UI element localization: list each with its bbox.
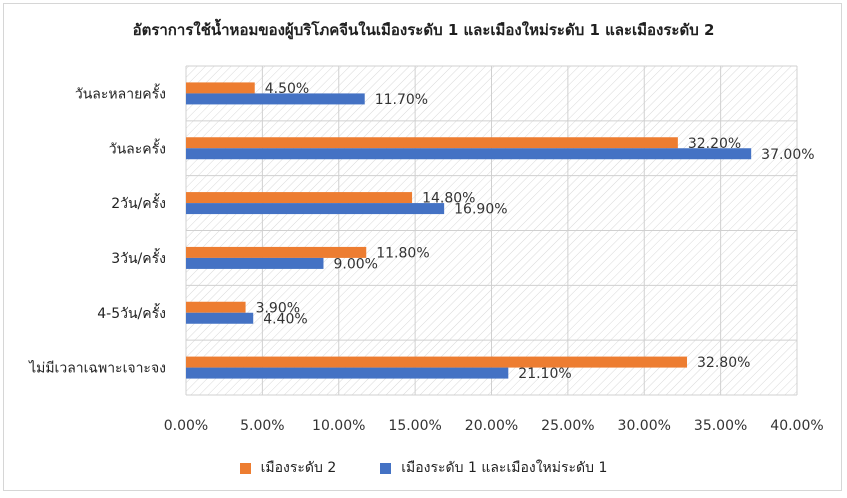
x-tick-label: 5.00% [240,418,284,434]
bar-tier2 [186,246,367,258]
category-label: 4-5วัน/ครั้ง [97,303,166,322]
data-label: 32.20% [688,136,741,152]
category-label: วันละหลายครั้ง [75,83,166,102]
x-tick-label: 35.00% [694,418,747,434]
chart-title: อัตราการใช้น้ำหอมของผู้บริโภคจีนในเมืองร… [132,21,715,39]
data-label: 14.80% [422,191,475,207]
data-label: 9.00% [333,256,377,272]
bar-tier1 [186,93,365,105]
bar-tier1 [186,148,752,160]
x-tick-label: 15.00% [388,418,441,434]
x-tick-label: 25.00% [541,418,594,434]
x-tick-label: 0.00% [164,418,208,434]
legend-swatch-orange [239,462,251,474]
category-label: ไม่มีเวลาเฉพาะเจาะจง [28,360,166,377]
data-label: 4.50% [265,81,309,97]
x-tick-label: 10.00% [312,418,365,434]
bar-tier2 [186,192,413,204]
bar-tier2 [186,301,246,313]
data-label: 21.10% [518,366,571,382]
bar-tier2 [186,356,688,368]
data-label: 11.80% [376,245,429,261]
legend: เมืองระดับ 2 เมืองระดับ 1 และเมืองใหม่ระ… [0,457,847,479]
data-label: 4.40% [263,311,307,327]
legend-label-tier1: เมืองระดับ 1 และเมืองใหม่ระดับ 1 [401,460,608,476]
category-label: 2วัน/ครั้ง [111,193,166,212]
data-label: 32.80% [697,355,750,371]
bar-tier2 [186,137,678,149]
x-tick-label: 20.00% [465,418,518,434]
category-label: 3วัน/ครั้ง [111,248,166,267]
bar-tier1 [186,257,324,269]
bar-tier1 [186,312,254,324]
bar-tier1 [186,367,509,379]
data-label: 3.90% [256,300,300,316]
legend-item-tier2: เมืองระดับ 2 [239,457,337,479]
x-tick-label: 30.00% [618,418,671,434]
bar-tier1 [186,203,445,215]
data-label: 16.90% [454,202,507,218]
legend-swatch-blue [380,462,392,474]
legend-label-tier2: เมืองระดับ 2 [260,460,337,476]
legend-item-tier1: เมืองระดับ 1 และเมืองใหม่ระดับ 1 [380,457,607,479]
data-label: 11.70% [375,92,428,108]
category-label: วันละครั้ง [109,138,166,157]
x-tick-label: 40.00% [770,418,823,434]
data-label: 37.00% [761,147,814,163]
bar-tier2 [186,82,255,94]
